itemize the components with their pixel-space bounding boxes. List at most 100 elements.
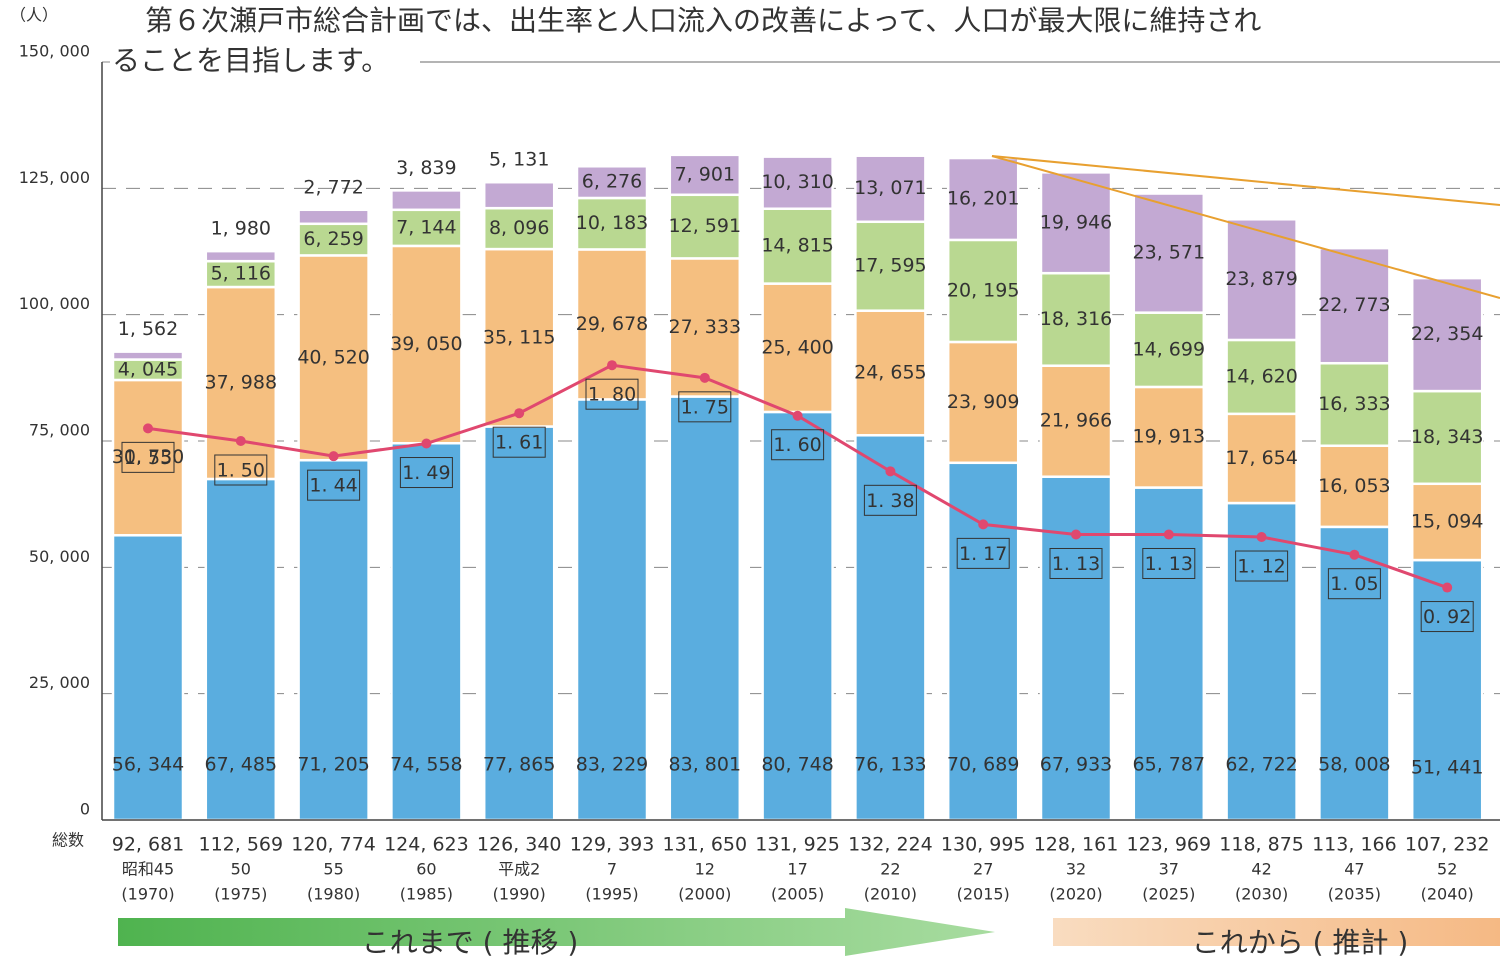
x-tick-label: 17 (787, 860, 807, 879)
value-label: 23, 879 (1225, 268, 1298, 290)
x-tick-label: 50 (231, 860, 251, 879)
value-label: 16, 333 (1318, 393, 1391, 415)
y-unit: （人） (10, 6, 58, 25)
x-tick-label: (2015) (957, 885, 1010, 904)
rate-label: 1. 05 (1330, 573, 1378, 595)
value-label: 14, 620 (1225, 365, 1298, 387)
value-label: 1, 562 (118, 318, 178, 340)
bar-segment (391, 190, 461, 209)
x-tick-label: (1970) (121, 885, 174, 904)
value-label: 10, 183 (576, 212, 649, 234)
value-label: 13, 071 (854, 177, 927, 199)
value-label: 23, 571 (1133, 242, 1206, 264)
rate-point (143, 423, 153, 433)
value-label: 58, 008 (1318, 754, 1391, 776)
x-tick-label: (2030) (1235, 885, 1288, 904)
value-label: 24, 655 (854, 361, 927, 383)
value-label: 14, 699 (1133, 338, 1206, 360)
rate-point (236, 436, 246, 446)
value-label: 21, 966 (1040, 410, 1113, 432)
value-label: 70, 689 (947, 754, 1020, 776)
total-label: 120, 774 (291, 834, 376, 856)
x-tick-label: 47 (1344, 860, 1364, 879)
value-label: 65, 787 (1133, 754, 1206, 776)
rate-label: 0. 92 (1423, 606, 1471, 628)
x-tick-label: 平成2 (498, 860, 540, 879)
y-tick-label: 150, 000 (19, 42, 90, 61)
x-tick-label: (2035) (1328, 885, 1381, 904)
value-label: 3, 839 (396, 157, 456, 179)
rate-point (978, 519, 988, 529)
total-label: 130, 995 (941, 834, 1026, 856)
rate-point (421, 439, 431, 449)
y-tick-label: 0 (80, 800, 90, 819)
value-label: 14, 815 (761, 235, 834, 257)
value-label: 17, 654 (1225, 447, 1298, 469)
x-tick-label: (1995) (585, 885, 638, 904)
bar-segment (299, 210, 369, 224)
x-tick-label: 42 (1251, 860, 1271, 879)
y-tick-label: 100, 000 (19, 294, 90, 313)
value-label: 71, 205 (297, 754, 370, 776)
rate-label: 1. 80 (588, 384, 636, 406)
rate-point (1257, 532, 1267, 542)
x-tick-label: (1985) (400, 885, 453, 904)
x-tick-label: (1990) (493, 885, 546, 904)
x-tick-label: (2005) (771, 885, 824, 904)
rate-label: 1. 12 (1237, 556, 1285, 578)
value-label: 19, 946 (1040, 211, 1113, 233)
x-tick-label: 32 (1066, 860, 1086, 879)
title: 第６次瀬戸市総合計画では、出生率と人口流入の改善によって、人口が最大限に維持され (145, 4, 1261, 37)
totals-label: 総数 (52, 831, 84, 850)
value-label: 39, 050 (390, 333, 463, 355)
x-tick-label: 52 (1437, 860, 1457, 879)
x-tick-label: (1980) (307, 885, 360, 904)
x-tick-label: 7 (607, 860, 617, 879)
value-label: 4, 045 (118, 358, 178, 380)
rate-label: 1. 13 (1052, 553, 1100, 575)
rate-point (885, 466, 895, 476)
rate-point (514, 408, 524, 418)
value-label: 19, 913 (1133, 426, 1206, 448)
y-tick-label: 125, 000 (19, 168, 90, 187)
total-label: 132, 224 (848, 834, 933, 856)
y-tick-label: 50, 000 (29, 547, 90, 566)
value-label: 15, 094 (1411, 510, 1484, 532)
x-tick-label: (2025) (1142, 885, 1195, 904)
value-label: 35, 115 (483, 326, 556, 348)
value-label: 27, 333 (669, 316, 742, 338)
bar-segment (484, 182, 554, 208)
value-label: 2, 772 (303, 176, 363, 198)
rate-label: 1. 38 (866, 490, 914, 512)
value-label: 7, 144 (396, 216, 456, 238)
value-label: 23, 909 (947, 391, 1020, 413)
x-tick-label: 27 (973, 860, 993, 879)
value-label: 29, 678 (576, 313, 649, 335)
x-tick-label: (2040) (1421, 885, 1474, 904)
rate-point (1349, 550, 1359, 560)
title: ることを目指します。 (112, 44, 389, 77)
value-label: 6, 276 (582, 171, 642, 193)
value-label: 7, 901 (675, 163, 735, 185)
total-label: 118, 875 (1219, 834, 1304, 856)
value-label: 22, 773 (1318, 294, 1391, 316)
total-label: 92, 681 (112, 834, 185, 856)
rate-label: 1. 61 (495, 432, 543, 454)
x-tick-label: 60 (416, 860, 436, 879)
arrow-label: これまで ( 推移 ) (362, 926, 579, 959)
y-tick-label: 25, 000 (29, 673, 90, 692)
value-label: 5, 116 (211, 263, 271, 285)
value-label: 83, 801 (669, 754, 742, 776)
value-label: 77, 865 (483, 754, 556, 776)
total-label: 131, 925 (755, 834, 840, 856)
x-tick-label: (2010) (864, 885, 917, 904)
value-label: 12, 591 (669, 215, 742, 237)
rate-point (793, 411, 803, 421)
total-label: 128, 161 (1034, 834, 1119, 856)
rate-point (1442, 583, 1452, 593)
total-label: 124, 623 (384, 834, 469, 856)
value-label: 18, 343 (1411, 426, 1484, 448)
x-tick-label: 22 (880, 860, 900, 879)
total-label: 123, 969 (1126, 834, 1211, 856)
x-tick-label: 55 (323, 860, 343, 879)
